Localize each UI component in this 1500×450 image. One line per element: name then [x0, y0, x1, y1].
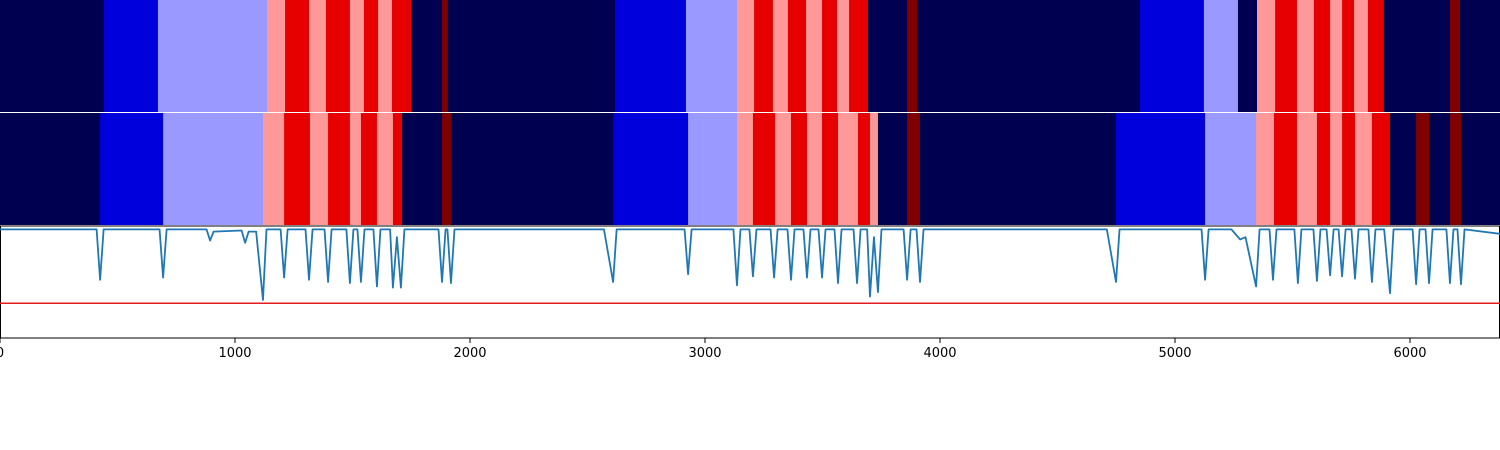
segment [1296, 0, 1315, 112]
segment [869, 113, 879, 225]
segment [857, 113, 871, 225]
segment [1383, 0, 1451, 112]
segment [266, 0, 286, 112]
segment [1342, 0, 1355, 112]
segment [1342, 113, 1356, 225]
x-tick-label: 6000 [1393, 346, 1426, 361]
segment [309, 0, 327, 112]
segment [284, 113, 311, 225]
segment [0, 113, 101, 225]
segment [349, 113, 362, 225]
segment [822, 113, 839, 225]
segment [262, 113, 285, 225]
segment [1296, 113, 1318, 225]
segment [402, 113, 443, 225]
segment [907, 0, 918, 112]
segment [100, 113, 164, 225]
segment [791, 113, 808, 225]
segment [0, 0, 105, 112]
segment [309, 113, 329, 225]
segment [775, 113, 792, 225]
segment [1460, 113, 1500, 225]
segment [613, 113, 689, 225]
segment [1330, 0, 1343, 112]
segment [1116, 113, 1206, 225]
segment [752, 113, 776, 225]
segment [1449, 0, 1461, 112]
segment [411, 0, 443, 112]
segment [1313, 0, 1331, 112]
segment [1273, 113, 1298, 225]
x-tick-label: 3000 [688, 346, 721, 361]
x-tick-label: 4000 [923, 346, 956, 361]
segment [849, 0, 869, 112]
segment [907, 113, 921, 225]
segment [822, 0, 838, 112]
segment [916, 0, 1141, 112]
segment [736, 113, 754, 225]
segment [1355, 113, 1373, 225]
segment [442, 113, 452, 225]
segment [688, 113, 738, 225]
segment [1371, 113, 1391, 225]
segment [754, 0, 774, 112]
segment [868, 0, 908, 112]
segment [450, 113, 614, 225]
segment [447, 0, 616, 112]
segment [392, 113, 403, 225]
segment [806, 0, 823, 112]
segment [364, 0, 379, 112]
segment [1203, 0, 1239, 112]
segment [104, 0, 159, 112]
segment [1354, 0, 1369, 112]
x-tick-label: 0 [0, 346, 4, 361]
segment [376, 113, 394, 225]
segment [325, 0, 351, 112]
segment [1275, 0, 1298, 112]
x-tick-label: 1000 [218, 346, 251, 361]
segment [838, 113, 859, 225]
segment [877, 113, 908, 225]
segment [378, 0, 393, 112]
segment [1139, 0, 1205, 112]
segment [328, 113, 351, 225]
segment [736, 0, 755, 112]
segment [1460, 0, 1500, 112]
segment [685, 0, 738, 112]
segment [1316, 113, 1331, 225]
segment [1205, 113, 1257, 225]
x-tick-label: 2000 [453, 346, 486, 361]
segment [1449, 113, 1462, 225]
segment [1256, 113, 1275, 225]
segment [349, 0, 365, 112]
segment [614, 0, 687, 112]
x-tick-label: 5000 [1158, 346, 1191, 361]
segment [920, 113, 1117, 225]
segment [1367, 0, 1385, 112]
segment [391, 0, 412, 112]
segment [1237, 0, 1258, 112]
line [0, 228, 1500, 301]
segment [772, 0, 789, 112]
segment [1416, 113, 1430, 225]
segment [1429, 113, 1451, 225]
segment [442, 0, 449, 112]
segment [837, 0, 850, 112]
segment [360, 113, 378, 225]
segment [163, 113, 264, 225]
segment [1390, 113, 1417, 225]
segment [806, 113, 823, 225]
segment [157, 0, 268, 112]
segment [787, 0, 807, 112]
segment [1330, 113, 1343, 225]
segment [285, 0, 310, 112]
segment [1257, 0, 1276, 112]
